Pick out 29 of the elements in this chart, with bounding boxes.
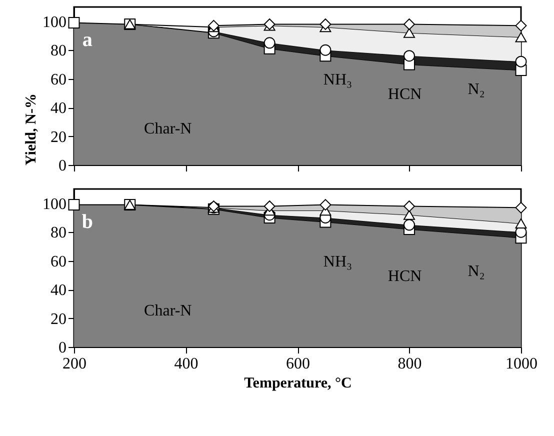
y-tick-label: 60 <box>50 253 66 270</box>
y-tick-label: 20 <box>50 128 66 146</box>
annotation: HCN <box>388 86 422 103</box>
x-tick-label: 600 <box>286 356 310 372</box>
y-axis-title: Yield, N-% <box>24 94 40 166</box>
y-tick-label: 40 <box>50 100 66 118</box>
annotation: Char-N <box>144 302 192 320</box>
x-tick-label: 800 <box>398 356 422 372</box>
annotation: HCN <box>388 268 422 285</box>
y-tick-label: 100 <box>42 14 66 31</box>
y-tick-label: 80 <box>50 42 66 60</box>
y-tick-label: 20 <box>50 310 66 328</box>
annotation: N₂ <box>468 81 485 98</box>
x-tick-label: 400 <box>174 356 198 372</box>
x-tick-label: 200 <box>62 356 86 372</box>
x-tick-label: 1000 <box>506 356 538 372</box>
y-tick-label: 40 <box>50 282 66 300</box>
y-tick-label: 60 <box>50 71 66 88</box>
annotation: a <box>82 29 92 52</box>
annotation: Char-N <box>144 120 192 138</box>
annotation: N₂ <box>468 263 485 280</box>
x-axis-title: Temperature, °C <box>244 376 352 392</box>
annotation: b <box>82 211 93 234</box>
annotation: NH₃ <box>323 254 352 271</box>
y-tick-label: 0 <box>58 158 66 174</box>
y-tick-label: 0 <box>58 340 66 356</box>
annotation: NH₃ <box>323 72 352 89</box>
y-tick-label: 80 <box>50 224 66 242</box>
y-tick-label: 100 <box>42 196 66 213</box>
